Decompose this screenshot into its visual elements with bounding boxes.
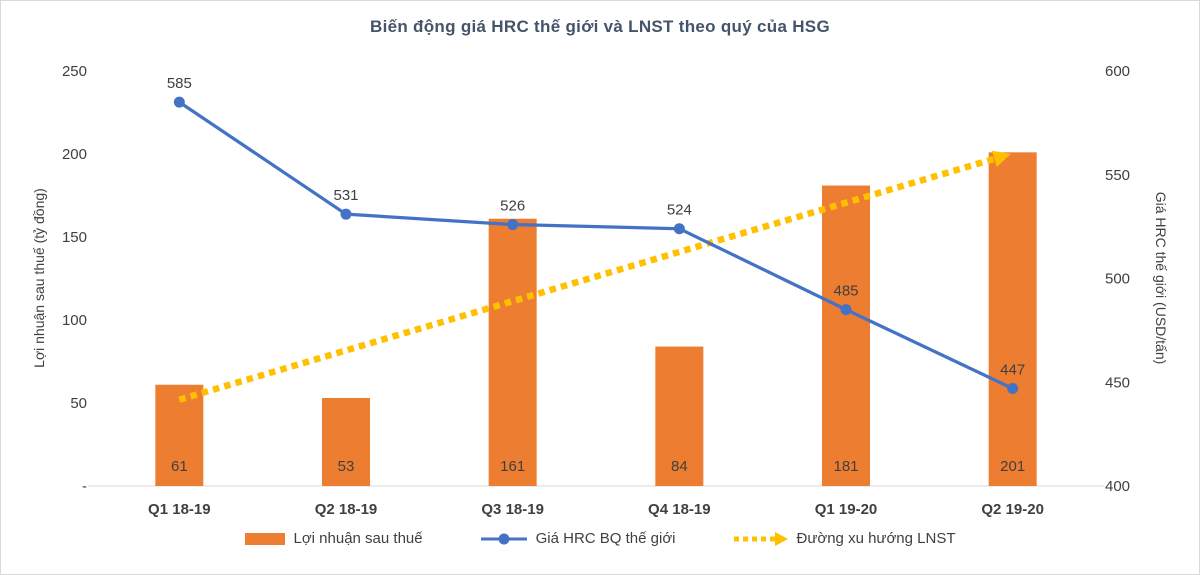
legend-item-profit: Lợi nhuận sau thuế (244, 530, 423, 547)
line-data-label: 526 (500, 198, 525, 215)
line-data-label: 524 (667, 202, 692, 219)
bar-data-label: 201 (1000, 458, 1025, 475)
legend: Lợi nhuận sau thuế Giá HRC BQ thế giới Đ… (1, 530, 1199, 547)
left-tick-label: 100 (62, 312, 87, 329)
right-tick-label: 550 (1105, 167, 1130, 184)
category-label: Q3 18-19 (481, 501, 544, 518)
category-label: Q1 18-19 (148, 501, 211, 518)
left-tick-label: 250 (62, 63, 87, 80)
bar (322, 398, 370, 486)
left-tick-label: 50 (70, 395, 87, 412)
bar (988, 152, 1037, 486)
line-data-label: 531 (333, 187, 358, 204)
line-marker (173, 96, 185, 108)
legend-label-profit: Lợi nhuận sau thuế (293, 530, 423, 547)
bar-data-label: 181 (833, 458, 858, 475)
bar-data-label: 61 (171, 458, 188, 475)
bar (655, 346, 704, 486)
left-tick-label: - (82, 478, 87, 495)
bar-legend-swatch (244, 532, 285, 545)
line-marker (507, 219, 519, 231)
right-tick-label: 400 (1105, 478, 1130, 495)
bar-data-label: 161 (500, 458, 525, 475)
category-label: Q2 18-19 (315, 501, 378, 518)
line-data-label: 447 (1000, 361, 1025, 378)
right-tick-label: 450 (1105, 374, 1130, 391)
left-tick-label: 150 (62, 229, 87, 246)
legend-label-hrc-price: Giá HRC BQ thế giới (535, 530, 676, 547)
price-line (177, 100, 1015, 391)
line-marker (1007, 382, 1019, 394)
legend-item-trend: Đường xu hướng LNST (733, 530, 956, 547)
bar-data-label: 84 (671, 458, 688, 475)
bar (155, 384, 204, 486)
bar (488, 218, 537, 487)
bar-data-label: 53 (338, 458, 355, 475)
right-tick-label: 600 (1105, 63, 1130, 80)
trend-line (178, 155, 996, 403)
legend-label-trend: Đường xu hướng LNST (796, 530, 956, 547)
trend-legend-swatch (733, 531, 788, 546)
line-data-label: 485 (833, 283, 858, 300)
left-tick-label: 200 (62, 146, 87, 163)
category-label: Q2 19-20 (981, 501, 1044, 518)
line-marker (340, 208, 352, 220)
line-marker (673, 223, 685, 235)
category-label: Q1 19-20 (815, 501, 878, 518)
chart-title: Biến động giá HRC thế giới và LNST theo … (370, 17, 830, 36)
category-label: Q4 18-19 (648, 501, 711, 518)
line-legend-swatch (480, 533, 527, 544)
line-data-label: 585 (167, 75, 192, 92)
legend-item-hrc-price: Giá HRC BQ thế giới (480, 530, 676, 547)
bar (822, 185, 870, 487)
line-marker (840, 304, 852, 316)
trend-arrowhead (991, 150, 1011, 167)
right-tick-label: 500 (1105, 271, 1130, 288)
